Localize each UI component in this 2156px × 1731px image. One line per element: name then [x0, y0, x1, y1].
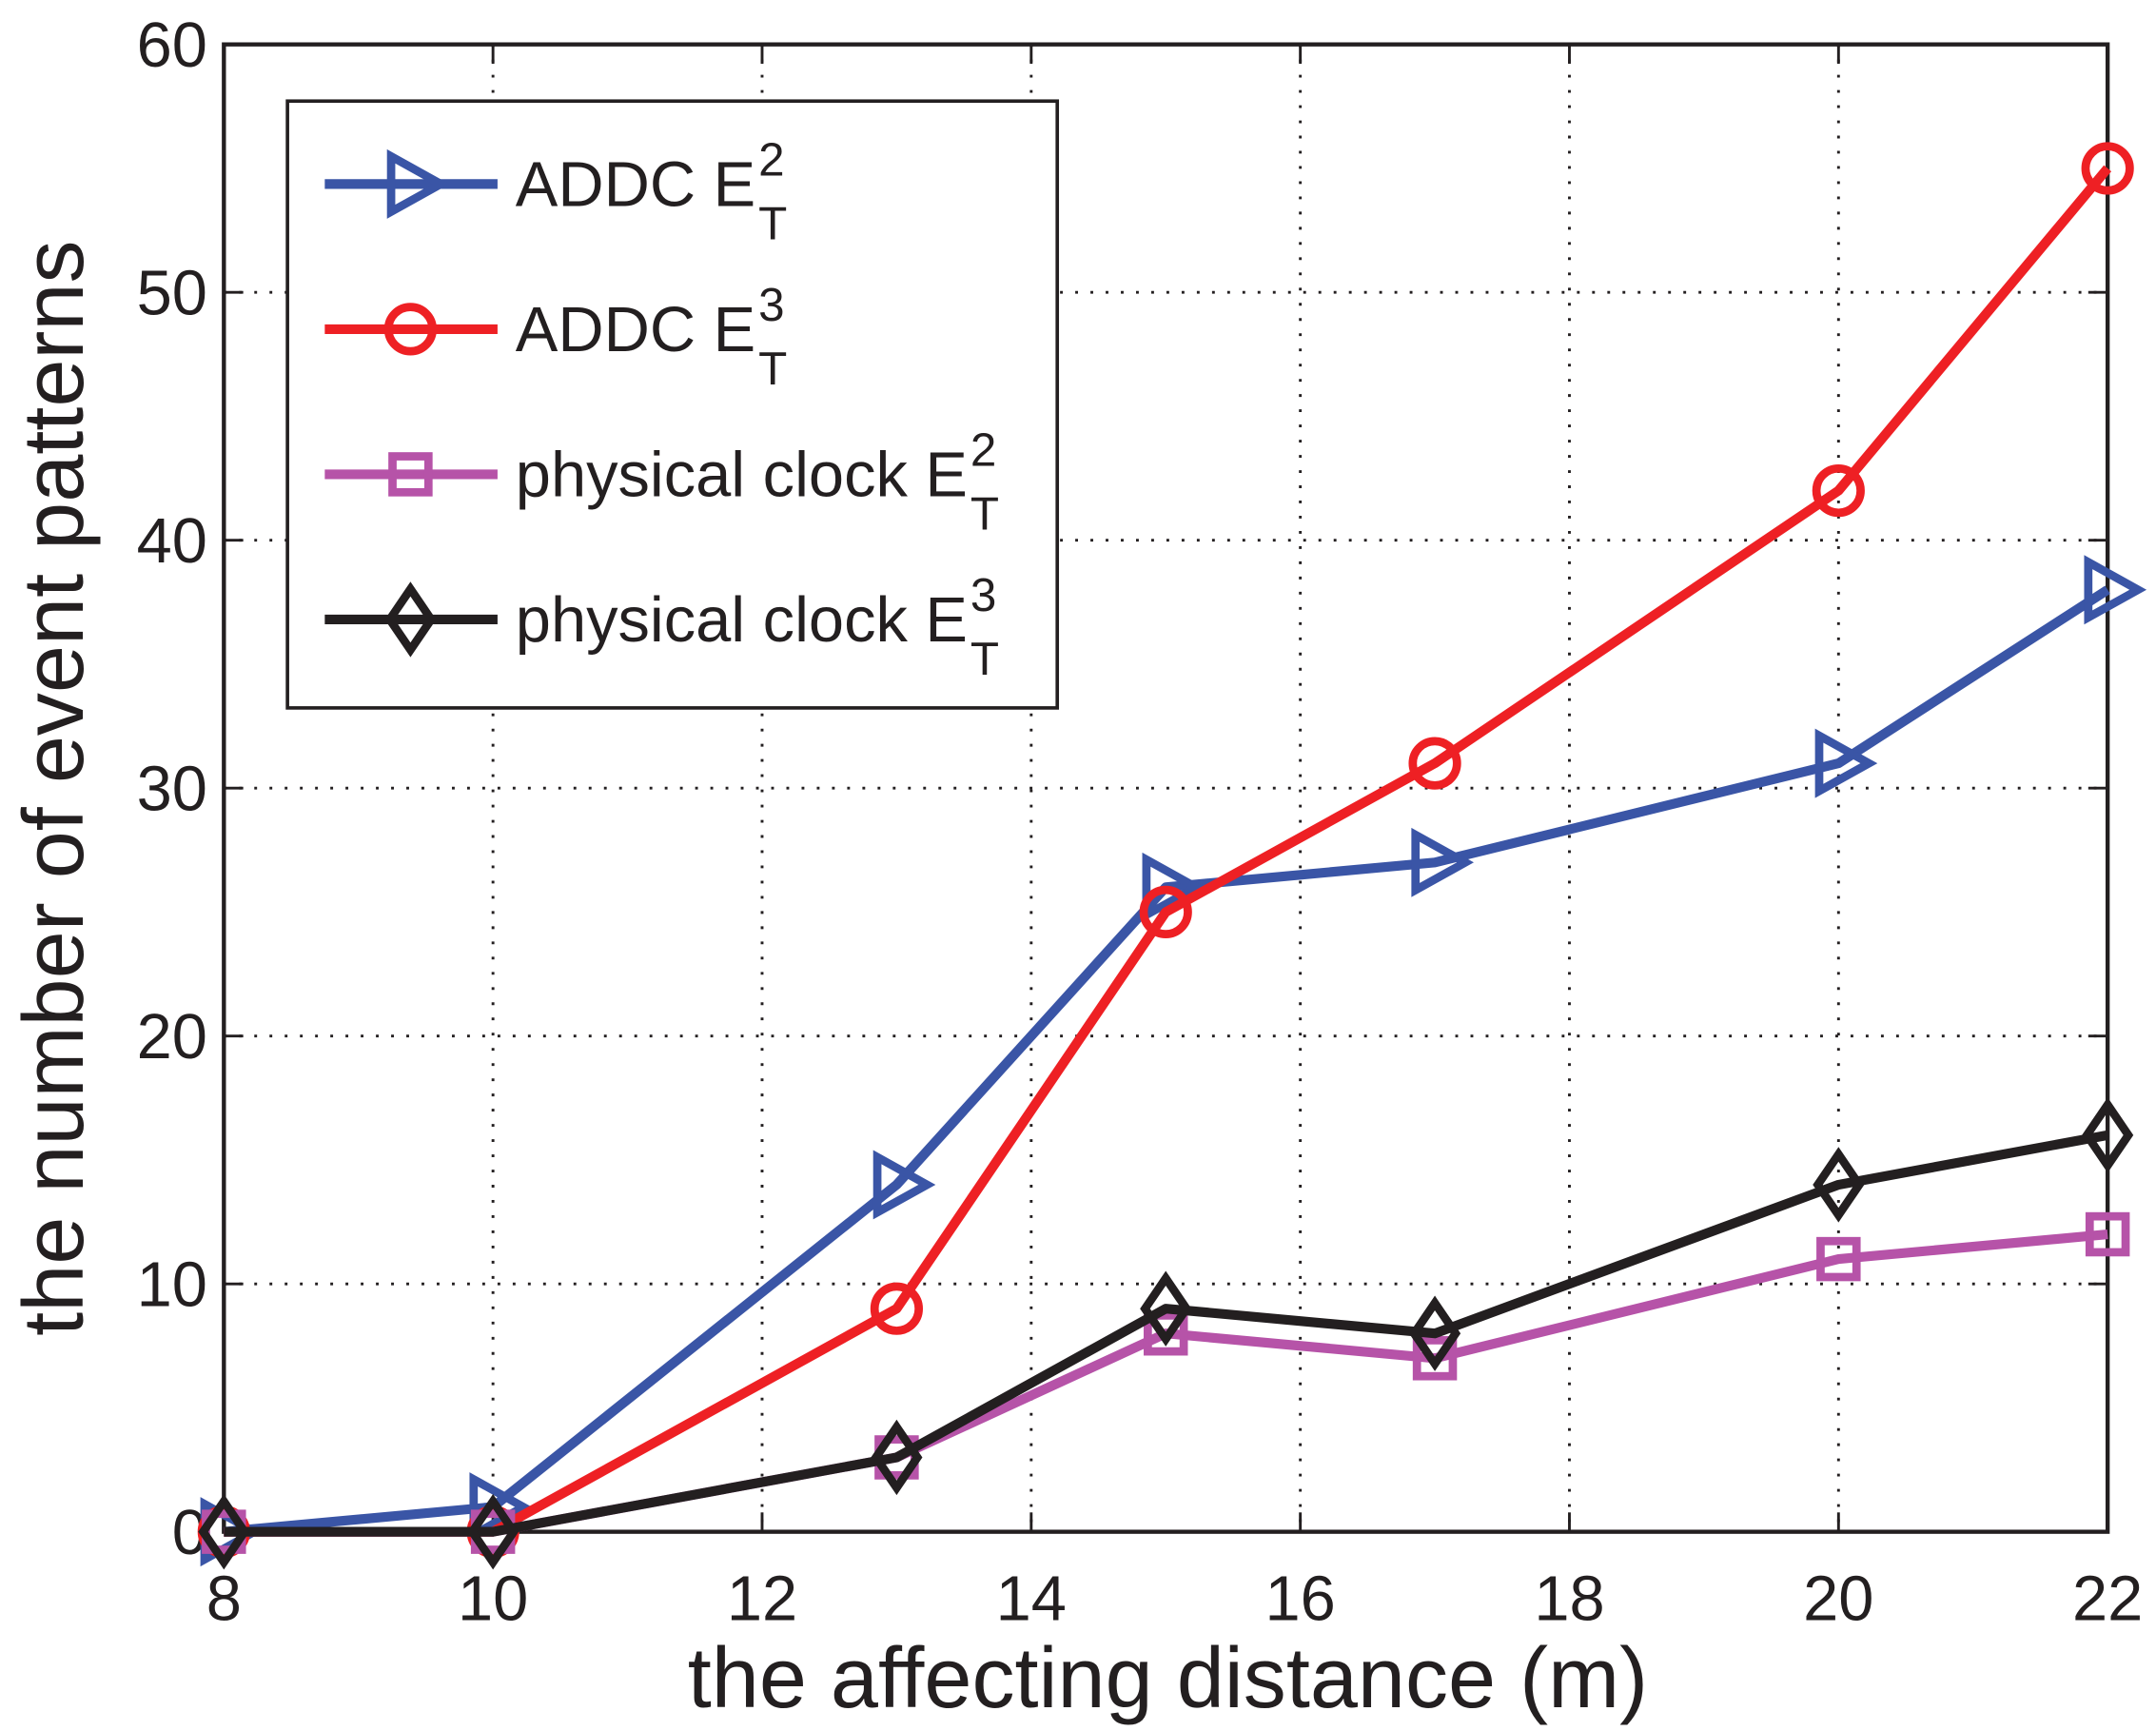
legend-label-subscript: T — [758, 343, 787, 395]
legend-entry: ADDC E 3 T — [324, 279, 787, 395]
triangle-right-marker — [469, 1472, 533, 1543]
x-tick-label: 14 — [996, 1564, 1067, 1635]
legend-label: ADDC E — [516, 150, 755, 221]
triangle-right-marker — [872, 1150, 936, 1220]
diamond-marker — [2082, 1097, 2134, 1173]
legend-label-superscript: 2 — [758, 134, 784, 187]
x-tick-label: 8 — [206, 1564, 242, 1635]
square-marker — [1143, 1311, 1188, 1356]
x-tick-label: 10 — [458, 1564, 528, 1635]
y-tick-label: 30 — [137, 754, 207, 824]
diamond-marker — [1409, 1295, 1461, 1371]
triangle-right-marker — [1814, 728, 1878, 798]
legend-label: physical clock E — [516, 585, 968, 656]
y-tick-label: 50 — [137, 258, 207, 328]
x-axis-label: the affecting distance (m) — [688, 1630, 1648, 1726]
series-line — [223, 585, 2110, 1537]
diamond-marker — [1813, 1147, 1865, 1223]
legend-label-superscript: 3 — [758, 279, 784, 331]
square-marker — [1412, 1336, 1458, 1381]
circle-marker — [1408, 737, 1461, 790]
y-tick-label: 10 — [137, 1249, 207, 1320]
legend-label: ADDC E — [516, 295, 755, 365]
diamond-marker — [467, 1493, 519, 1570]
legend-label: physical clock E — [516, 441, 968, 511]
series-line — [224, 1130, 2109, 1537]
square-marker — [1816, 1236, 1861, 1282]
series-triangle-right — [200, 555, 2147, 1567]
y-axis-label: the number of event patterns — [6, 241, 102, 1336]
diamond-marker — [198, 1493, 250, 1570]
y-tick-label: 60 — [137, 10, 207, 81]
legend-label-superscript: 2 — [970, 424, 996, 477]
legend-entry: physical clock E 2 T — [324, 424, 999, 541]
circle-marker — [1812, 463, 1865, 518]
triangle-right-marker — [1411, 827, 1475, 897]
series-group — [197, 142, 2147, 1570]
y-tick-label: 40 — [137, 506, 207, 577]
legend-label-subscript: T — [758, 197, 787, 249]
diamond-marker — [871, 1419, 923, 1496]
x-tick-label: 12 — [727, 1564, 797, 1635]
circle-marker — [1139, 885, 1192, 939]
y-tick-label: 20 — [137, 1002, 207, 1072]
circle-marker — [870, 1282, 924, 1335]
triangle-right-marker — [1142, 852, 1205, 922]
legend-label-subscript: T — [970, 488, 999, 541]
diamond-marker — [1140, 1270, 1192, 1347]
triangle-right-marker — [2084, 555, 2147, 625]
x-tick-label: 22 — [2072, 1564, 2143, 1635]
circle-marker — [383, 303, 438, 356]
legend-label-superscript: 3 — [970, 569, 996, 621]
series-diamond — [198, 1097, 2134, 1570]
legend-entry: physical clock E 3 T — [324, 569, 999, 685]
x-tick-label: 20 — [1803, 1564, 1873, 1635]
x-tick-label: 18 — [1534, 1564, 1604, 1635]
legend-label-subscript: T — [970, 633, 999, 685]
diamond-marker — [384, 581, 437, 658]
square-marker — [2085, 1211, 2130, 1257]
square-marker — [388, 452, 433, 497]
circle-marker — [2081, 142, 2134, 195]
triangle-right-marker — [386, 148, 450, 219]
x-tick-label: 16 — [1264, 1564, 1335, 1635]
legend-entry: ADDC E 2 T — [324, 134, 787, 249]
